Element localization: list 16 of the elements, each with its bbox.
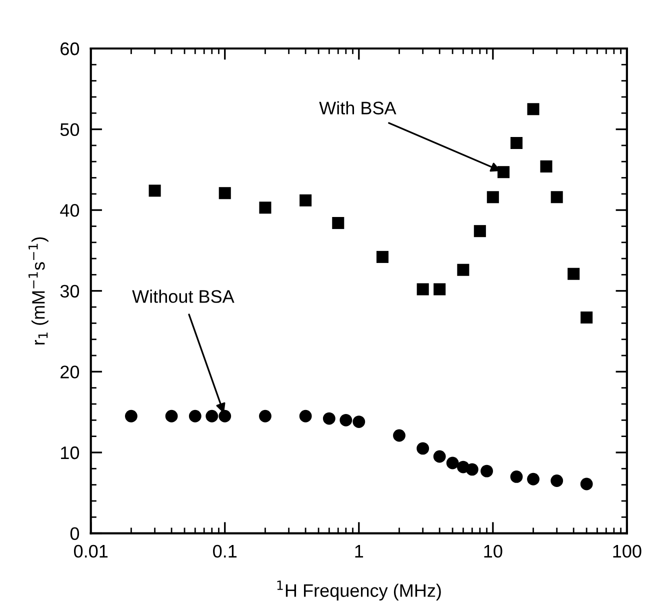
y-tick-label: 20 xyxy=(60,366,80,378)
y-axis-title: r$_{1}$ (mM$^{−1}$s$^{−1}$) xyxy=(28,237,48,344)
y-tick-label: 0 xyxy=(70,527,80,540)
annotation: With BSA xyxy=(319,101,396,114)
x-tick-label: 1 xyxy=(355,545,364,558)
y-tick-label: 10 xyxy=(61,446,80,460)
x-tick-label: 10 xyxy=(484,544,502,558)
annotation: Without BSA xyxy=(132,290,234,303)
x-tick-label: 0.1 xyxy=(213,544,237,558)
x-axis-title: $^{1}$H Frequency (MHz) xyxy=(277,580,441,601)
y-tick-label: 60 xyxy=(60,42,80,56)
x-tick-label: 0.01 xyxy=(74,544,108,558)
y-tick-label: 50 xyxy=(60,123,80,136)
y-tick-label: 30 xyxy=(60,284,80,298)
x-tick-label: 100 xyxy=(613,544,642,558)
y-tick-label: 40 xyxy=(60,204,80,217)
